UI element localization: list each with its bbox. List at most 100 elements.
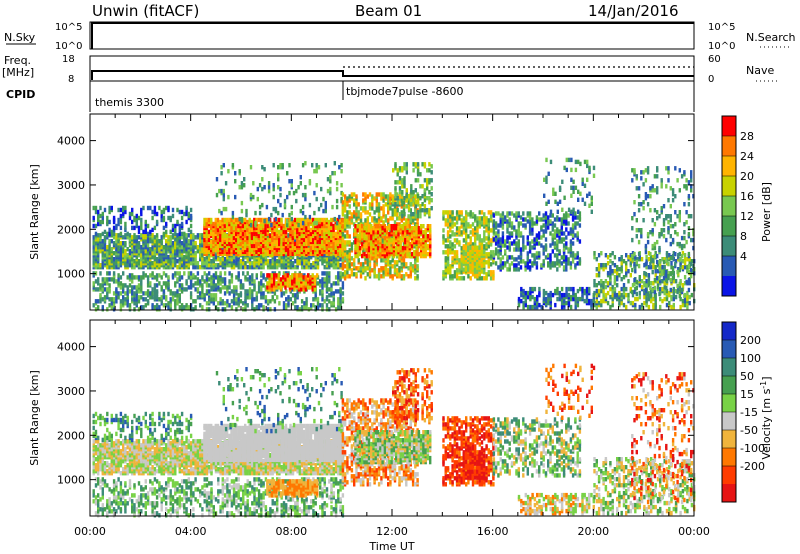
- power-cell: [419, 208, 422, 213]
- power-cell: [325, 217, 328, 223]
- power-cell: [384, 202, 388, 207]
- power-cell: [295, 198, 298, 204]
- power-heatmap: [92, 157, 696, 312]
- power-cell: [282, 281, 285, 286]
- power-cell: [108, 297, 111, 302]
- power-cell: [348, 216, 351, 221]
- power-cell: [135, 297, 138, 302]
- power-cell: [262, 295, 265, 300]
- power-cell: [389, 260, 392, 265]
- power-cell: [99, 219, 102, 225]
- power-cell: [146, 289, 150, 294]
- power-cell: [403, 180, 406, 185]
- power-cell: [324, 200, 327, 206]
- power-cell: [446, 244, 450, 249]
- power-cell: [196, 295, 200, 300]
- power-cell: [396, 172, 399, 177]
- power-cell: [426, 186, 429, 191]
- power-cell: [189, 213, 193, 219]
- power-cell: [388, 224, 391, 229]
- power-cell: [310, 303, 313, 308]
- power-cell: [357, 210, 360, 215]
- power-cell: [210, 293, 213, 298]
- power-cell: [380, 206, 383, 211]
- power-cell: [103, 247, 107, 252]
- power-cell: [237, 293, 240, 298]
- power-cell: [451, 230, 454, 235]
- power-cell: [289, 221, 292, 227]
- power-cell: [350, 218, 354, 223]
- power-cell: [273, 231, 276, 237]
- power-cell: [119, 281, 123, 286]
- power-cell: [300, 283, 303, 288]
- power-cell: [131, 279, 134, 284]
- power-cell: [362, 192, 365, 197]
- power-cell: [308, 179, 312, 184]
- power-cell: [228, 291, 231, 296]
- power-cell: [359, 274, 363, 279]
- power-cell: [92, 205, 95, 211]
- power-cell: [419, 230, 423, 235]
- power-cell: [398, 266, 401, 271]
- power-cell: [199, 279, 202, 284]
- power-cell: [165, 205, 168, 211]
- power-cell: [414, 200, 417, 205]
- power-cell: [119, 219, 123, 225]
- power-cell: [300, 217, 303, 223]
- power-cell: [332, 223, 335, 229]
- power-cell: [212, 293, 215, 298]
- power-cell: [343, 194, 347, 199]
- power-cell: [201, 233, 204, 238]
- power-cell: [216, 237, 220, 243]
- power-cell: [160, 213, 163, 219]
- power-cell: [391, 242, 394, 247]
- power-cell: [303, 301, 306, 306]
- power-cell: [446, 210, 450, 215]
- power-cell: [361, 253, 364, 259]
- power-cell: [294, 293, 297, 298]
- power-cell: [178, 287, 181, 292]
- power-cell: [142, 229, 145, 235]
- power-cell: [309, 217, 313, 223]
- power-cell: [334, 249, 337, 255]
- power-cell: [140, 295, 143, 300]
- power-cell: [239, 247, 243, 252]
- power-cell: [423, 204, 427, 209]
- power-cell: [458, 276, 461, 281]
- power-cell: [356, 224, 359, 229]
- power-cell: [199, 233, 202, 238]
- power-cell: [398, 166, 402, 171]
- power-cell: [94, 205, 98, 211]
- power-cell: [167, 259, 170, 264]
- power-cell: [151, 287, 154, 292]
- cpid-mode-1: themis 3300: [95, 96, 164, 109]
- power-cell: [212, 301, 215, 306]
- power-cell: [325, 307, 329, 312]
- power-cell: [282, 275, 285, 280]
- power-cell: [250, 219, 254, 225]
- power-cell: [444, 250, 447, 255]
- power-cell: [196, 261, 200, 266]
- power-cell: [108, 277, 111, 282]
- power-cell: [216, 231, 220, 237]
- power-cell: [248, 217, 251, 223]
- power-cell: [394, 212, 397, 217]
- power-cell: [180, 221, 184, 227]
- power-cell: [199, 303, 202, 308]
- power-cell: [411, 264, 415, 269]
- power-cell: [325, 303, 329, 308]
- power-cell: [312, 297, 315, 302]
- power-cell: [205, 301, 209, 306]
- power-cell: [122, 271, 125, 276]
- power-cell: [235, 307, 238, 312]
- power-cell: [140, 207, 143, 213]
- power-cell: [389, 270, 392, 275]
- power-cell: [262, 273, 265, 278]
- power-cell: [339, 303, 342, 308]
- power-cell: [442, 270, 445, 275]
- power-cell: [215, 177, 219, 182]
- power-cell: [393, 208, 397, 213]
- power-cell: [187, 211, 190, 217]
- power-cell: [469, 276, 472, 281]
- power-cell: [311, 163, 314, 168]
